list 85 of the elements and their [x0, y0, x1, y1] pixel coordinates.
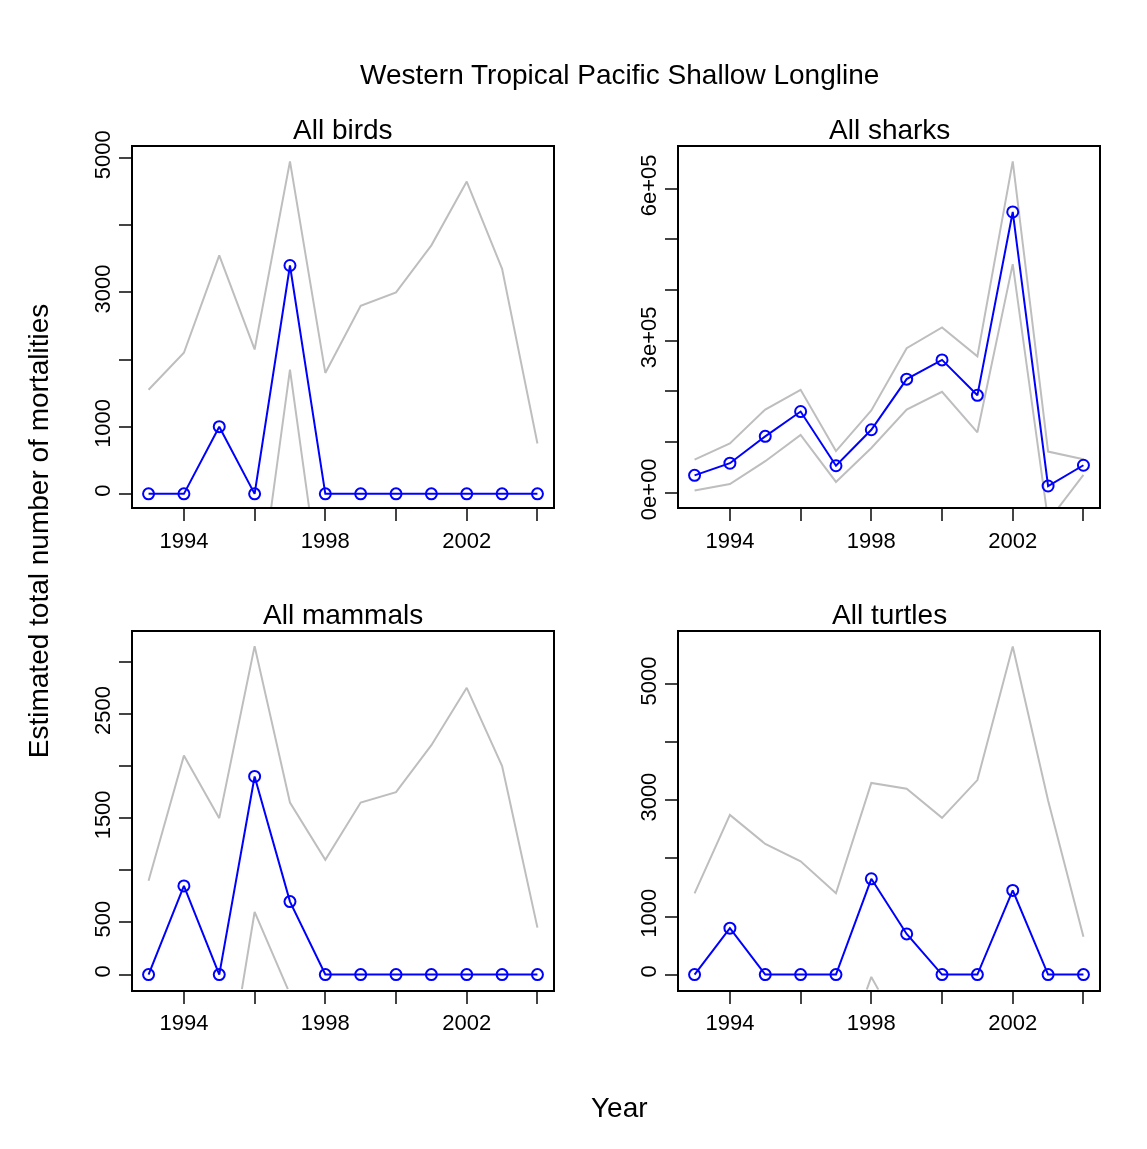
point — [758, 429, 772, 443]
y-tick-label: 0 — [636, 965, 662, 978]
x-tick-label: 2002 — [988, 1010, 1038, 1036]
point — [723, 456, 737, 470]
point — [1041, 479, 1055, 493]
y-tick-label: 2500 — [90, 686, 116, 736]
x-tick-label: 1994 — [705, 527, 755, 553]
chart-title: All mammals — [263, 599, 424, 630]
x-tick-label: 2002 — [442, 1010, 492, 1036]
point — [424, 968, 438, 982]
text: Estimated total number of mortalities — [22, 303, 54, 759]
point — [794, 405, 808, 419]
point — [864, 423, 878, 437]
chart-title: All birds — [293, 114, 393, 145]
point — [460, 968, 474, 982]
point — [142, 487, 156, 501]
point — [1041, 968, 1055, 982]
point — [248, 487, 262, 501]
point — [530, 487, 544, 501]
point — [495, 968, 509, 982]
y-tick-label: 1000 — [90, 398, 116, 448]
point — [794, 968, 808, 982]
y-tick-label: 1500 — [90, 790, 116, 840]
point — [460, 487, 474, 501]
x-tick-label: 1994 — [159, 527, 209, 553]
point — [283, 259, 297, 272]
point — [142, 968, 156, 982]
point — [248, 769, 262, 783]
y-tick-label: 3000 — [90, 264, 116, 314]
x-tick-label: 1998 — [846, 527, 896, 553]
x-tick-label: 1998 — [300, 1010, 350, 1036]
point — [829, 968, 843, 982]
point — [318, 968, 332, 982]
point — [970, 968, 984, 982]
point — [1006, 205, 1020, 219]
y-tick-label: 3e+05 — [636, 306, 662, 369]
point — [354, 968, 368, 982]
point — [177, 487, 191, 501]
point — [212, 420, 226, 434]
line-series — [693, 645, 1085, 938]
point — [1006, 883, 1020, 897]
x-tick-label: 1994 — [705, 1010, 755, 1036]
line-series — [147, 160, 539, 445]
y-tick-label: 0e+00 — [636, 458, 662, 521]
point — [829, 459, 843, 473]
x-tick-label: 1998 — [300, 527, 350, 553]
y-tick-label: 1000 — [636, 888, 662, 938]
point — [935, 968, 949, 982]
point — [970, 388, 984, 402]
point — [283, 895, 297, 909]
point — [177, 879, 191, 893]
point — [1076, 458, 1090, 472]
y-tick-label: 0 — [90, 484, 116, 497]
y-tick-label: 500 — [90, 900, 116, 938]
text: Western Tropical Pacific Shallow Longline — [360, 59, 880, 90]
chart-title: All turtles — [832, 599, 948, 630]
y-tick-label: 3000 — [636, 772, 662, 822]
point — [389, 968, 403, 982]
x-tick-label: 2002 — [442, 527, 492, 553]
point — [530, 968, 544, 982]
point — [864, 872, 878, 886]
point — [688, 968, 702, 982]
x-tick-label: 2002 — [988, 527, 1038, 553]
point — [212, 968, 226, 982]
point — [318, 487, 332, 501]
point — [723, 921, 737, 935]
point — [1076, 968, 1090, 982]
point — [935, 353, 949, 367]
y-tick-label: 6e+05 — [636, 154, 662, 217]
point — [688, 468, 702, 482]
y-tick-label: 5000 — [636, 656, 662, 706]
point — [389, 487, 403, 501]
y-tick-label: 5000 — [90, 130, 116, 180]
text: Year — [591, 1092, 648, 1123]
point — [424, 487, 438, 501]
point — [495, 487, 509, 501]
y-tick-label: 0 — [90, 965, 116, 978]
point — [758, 968, 772, 982]
x-tick-label: 1998 — [846, 1010, 896, 1036]
line-series — [147, 645, 539, 929]
point — [900, 927, 914, 941]
point — [900, 372, 914, 386]
chart-title: All sharks — [829, 114, 951, 145]
x-tick-label: 1994 — [159, 1010, 209, 1036]
point — [354, 487, 368, 501]
